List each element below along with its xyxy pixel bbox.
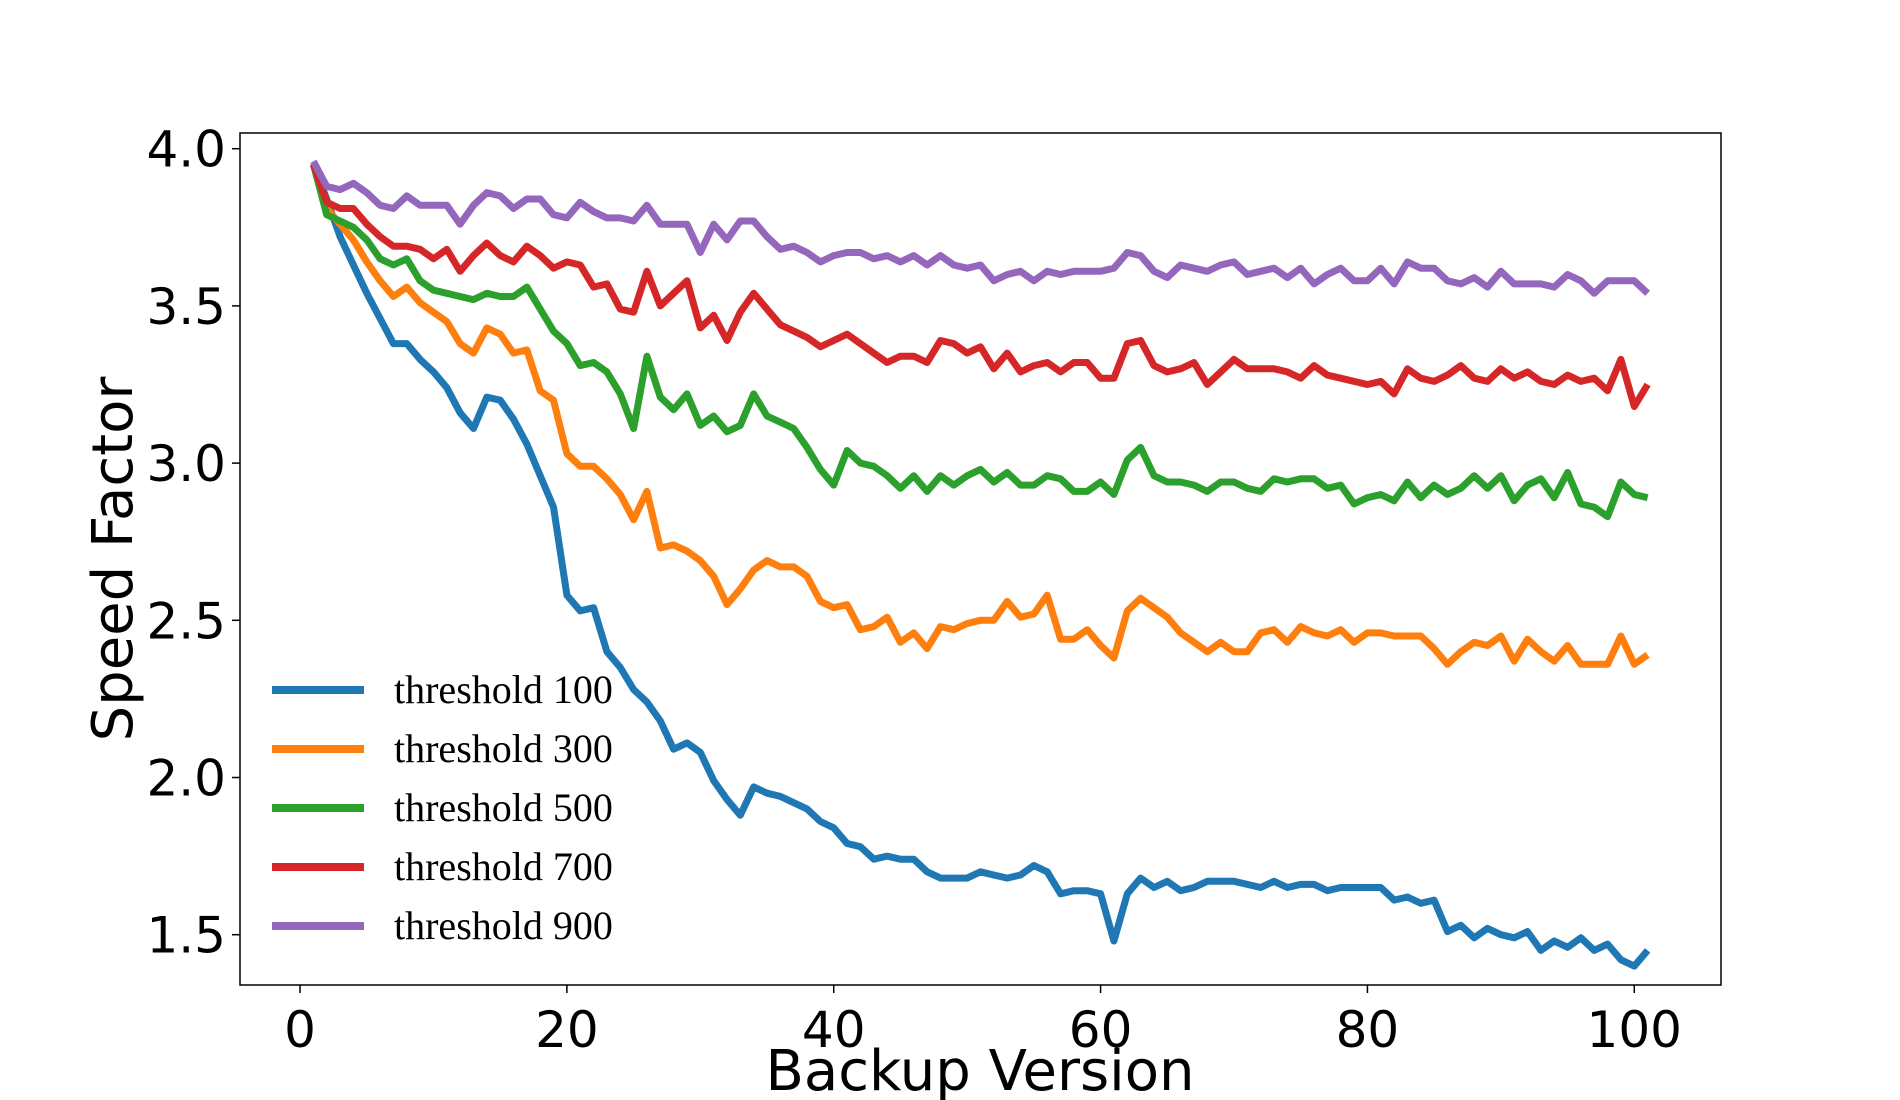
plot-frame <box>239 132 1722 986</box>
x-tick-label: 100 <box>1587 1001 1682 1059</box>
x-tick-label: 80 <box>1336 1001 1400 1059</box>
x-axis-title: Backup Version <box>766 1039 1195 1100</box>
legend-label: threshold 100 <box>394 667 613 712</box>
legend-label: threshold 700 <box>394 844 613 889</box>
y-tick-label: 2.0 <box>146 750 226 808</box>
series-line-4 <box>310 163 1651 410</box>
legend: threshold 100 threshold 300 threshold 500 t… <box>272 667 613 948</box>
series-line-1 <box>310 163 1651 970</box>
legend-label: threshold 300 <box>394 726 613 771</box>
series-line-2 <box>310 163 1650 668</box>
legend-label: threshold 900 <box>394 903 613 948</box>
x-tick-label: 20 <box>535 1001 599 1059</box>
x-axis: 0 20 40 60 80 100 <box>284 985 1682 1059</box>
series-line-5 <box>310 159 1650 297</box>
y-tick-label: 4.0 <box>146 121 226 179</box>
y-axis-title: Speed Factor <box>81 376 146 742</box>
y-axis: 1.5 2.0 2.5 3.0 3.5 4.0 <box>146 121 240 965</box>
x-tick-label: 40 <box>802 1001 866 1059</box>
y-tick-label: 3.0 <box>146 435 226 493</box>
series-line-3 <box>310 163 1649 521</box>
y-tick-label: 2.5 <box>146 592 226 650</box>
plot-lines <box>310 159 1651 970</box>
legend-label: threshold 500 <box>394 785 613 830</box>
x-tick-label: 0 <box>284 1001 316 1059</box>
y-tick-label: 1.5 <box>146 907 226 965</box>
x-tick-label: 60 <box>1069 1001 1133 1059</box>
y-tick-label: 3.5 <box>146 278 226 336</box>
